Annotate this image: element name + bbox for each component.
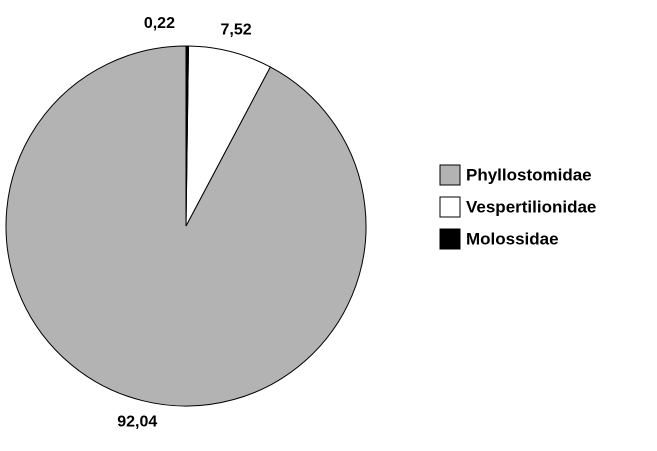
legend-swatch (439, 228, 461, 250)
data-label: 7,52 (221, 22, 252, 39)
pie-slice (185, 45, 190, 227)
legend-swatch (439, 196, 461, 218)
data-label: 0,22 (144, 15, 175, 32)
legend-label: Vespertilionidae (466, 197, 596, 216)
data-label: 92,04 (117, 413, 157, 430)
legend-label: Phyllostomidae (466, 165, 592, 184)
legend-swatch (439, 164, 461, 186)
legend-label: Molossidae (466, 229, 559, 248)
